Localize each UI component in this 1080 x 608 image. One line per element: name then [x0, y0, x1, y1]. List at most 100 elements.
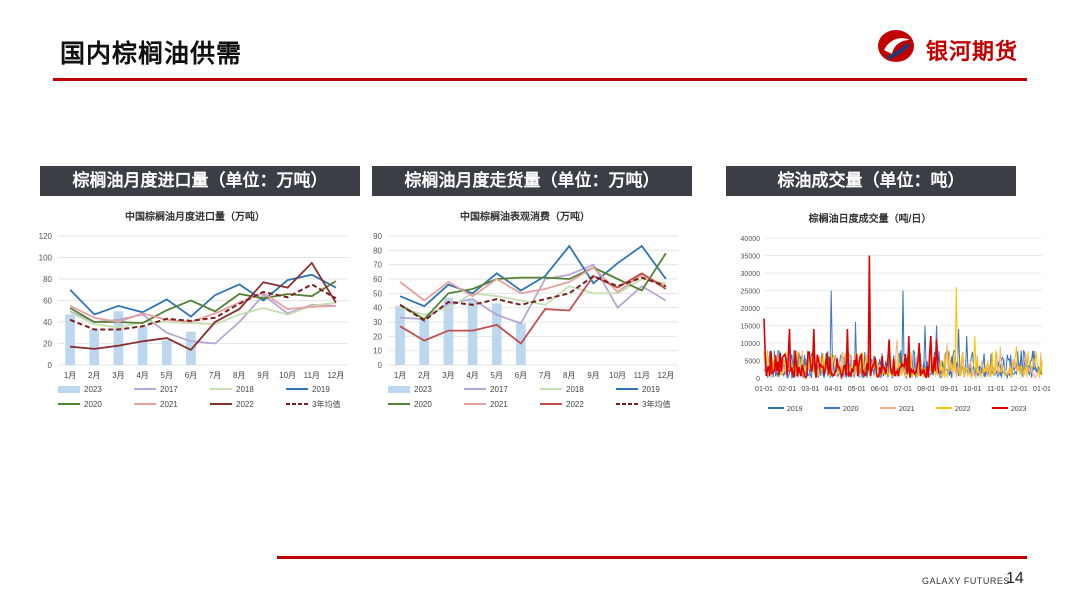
y-tick-label: 15000 [741, 324, 761, 331]
legend-label: 2017 [490, 385, 508, 394]
line-2020 [399, 252, 667, 321]
y-tick-label: 20 [43, 340, 52, 349]
x-tick-label: 9月 [257, 371, 269, 380]
page-number: 14 [1006, 570, 1024, 587]
x-tick-label: 05-01 [848, 386, 866, 393]
brand-name: 银河期货 [926, 40, 1019, 65]
x-tick-label: 6月 [185, 371, 197, 380]
line-2017 [69, 293, 336, 345]
y-tick-label: 40000 [741, 236, 761, 243]
legend-label: 2022 [236, 400, 254, 409]
line-2017 [400, 263, 667, 325]
volume-chart: 棕榈油日度成交量（吨/日） 0 5000 10000 15000 20000 25000 30… [741, 212, 1050, 413]
y-tick-label: 30000 [741, 271, 761, 278]
y-tick-label: 100 [39, 254, 53, 263]
x-tick-label: 9月 [587, 371, 599, 380]
bar-2023 [186, 331, 196, 365]
x-tick-label: 8月 [563, 371, 575, 380]
legend-swatch [388, 386, 410, 393]
x-tick-label: 10-01 [964, 386, 982, 393]
legend-label: 2023 [84, 385, 102, 394]
y-tick-label: 10 [373, 347, 382, 356]
y-tick-label: 60 [43, 297, 52, 306]
legend-label: 2019 [312, 385, 330, 394]
consumption-chart: 中国棕榈油表观消费（万吨） 0 10 20 30 40 50 60 70 80 90 1月 2月 3月 4月… [373, 210, 678, 409]
x-tick-label: 8月 [233, 371, 245, 380]
y-tick-label: 10000 [741, 341, 761, 348]
legend-label: 2017 [160, 385, 178, 394]
legend-label: 2020 [414, 400, 432, 409]
y-tick-label: 5000 [744, 359, 760, 366]
line-2019 [399, 244, 667, 308]
chart-title: 中国棕榈油月度进口量（万吨） [125, 210, 265, 223]
footer-brand: GALAXY FUTURES [922, 576, 1010, 586]
x-tick-label: 3月 [442, 371, 454, 380]
x-tick-label: 4月 [466, 371, 478, 380]
x-tick-label: 5月 [161, 371, 173, 380]
x-tick-label: 10月 [279, 371, 296, 380]
bar-2023 [137, 326, 148, 365]
bar-2023 [161, 340, 172, 365]
x-tick-label: 1月 [64, 371, 76, 380]
legend-label: 2019 [787, 406, 803, 413]
legend-label: 2023 [414, 385, 432, 394]
y-tick-label: 50 [373, 289, 382, 298]
section-header-consumption: 棕榈油月度走货量（单位：万吨） [372, 166, 692, 196]
x-tick-label: 06-01 [871, 386, 889, 393]
line-3年均值 [399, 274, 667, 322]
x-tick-label: 11-01 [987, 386, 1004, 393]
x-tick-label: 5月 [491, 371, 503, 380]
legend-label: 2021 [899, 406, 915, 413]
y-tick-label: 20 [373, 332, 382, 341]
galaxy-futures-logo-icon [878, 30, 914, 62]
bar-2023 [113, 311, 124, 365]
bar-2023 [467, 300, 478, 365]
legend-label: 2023 [1011, 406, 1027, 413]
x-tick-label: 11月 [634, 371, 650, 380]
x-tick-label: 03-01 [801, 386, 819, 393]
line-2021 [69, 291, 336, 323]
y-tick-label: 0 [48, 361, 53, 370]
bottom-divider [277, 556, 1027, 559]
x-tick-label: 11月 [304, 371, 320, 380]
x-tick-label: 08-01 [917, 386, 935, 393]
chart-title: 棕榈油日度成交量（吨/日） [808, 212, 932, 225]
y-tick-label: 20000 [741, 306, 761, 313]
bar-2023 [395, 306, 405, 365]
x-tick-label: 07-01 [894, 386, 912, 393]
line-2021 [399, 266, 667, 302]
y-tick-label: 30 [373, 318, 382, 327]
y-tick-label: 0 [378, 361, 383, 370]
legend-label: 2018 [236, 385, 254, 394]
line-2018 [69, 301, 337, 329]
chart-title: 中国棕榈油表观消费（万吨） [460, 210, 590, 223]
x-tick-label: 10月 [609, 371, 626, 380]
legend-label: 2022 [955, 406, 971, 413]
x-tick-label: 12-01 [1010, 386, 1028, 393]
legend-label: 2020 [84, 400, 102, 409]
y-tick-label: 90 [373, 232, 382, 241]
y-tick-label: 120 [39, 232, 53, 241]
x-tick-label: 02-01 [778, 386, 796, 393]
y-tick-label: 70 [373, 261, 382, 270]
y-tick-label: 25000 [741, 289, 761, 296]
x-tick-label: 7月 [209, 371, 221, 380]
legend-label: 2020 [843, 406, 859, 413]
x-tick-label: 12月 [657, 371, 674, 380]
legend-label: 3年均值 [312, 399, 340, 409]
x-tick-label: 04-01 [825, 386, 843, 393]
legend-label: 2022 [566, 400, 584, 409]
y-tick-label: 80 [43, 275, 52, 284]
legend-label: 3年均值 [642, 399, 670, 409]
x-tick-label: 7月 [539, 371, 551, 380]
legend-label: 2018 [566, 385, 584, 394]
x-tick-label: 2月 [418, 371, 430, 380]
y-tick-label: 35000 [741, 254, 761, 261]
x-tick-label: 01-01 [755, 386, 773, 393]
x-tick-label: 3月 [112, 371, 124, 380]
x-tick-label: 2月 [88, 371, 100, 380]
x-tick-label: 01-01 [1033, 386, 1050, 393]
line-2022 [70, 261, 337, 352]
legend-label: 2021 [160, 400, 178, 409]
y-tick-label: 60 [373, 275, 382, 284]
